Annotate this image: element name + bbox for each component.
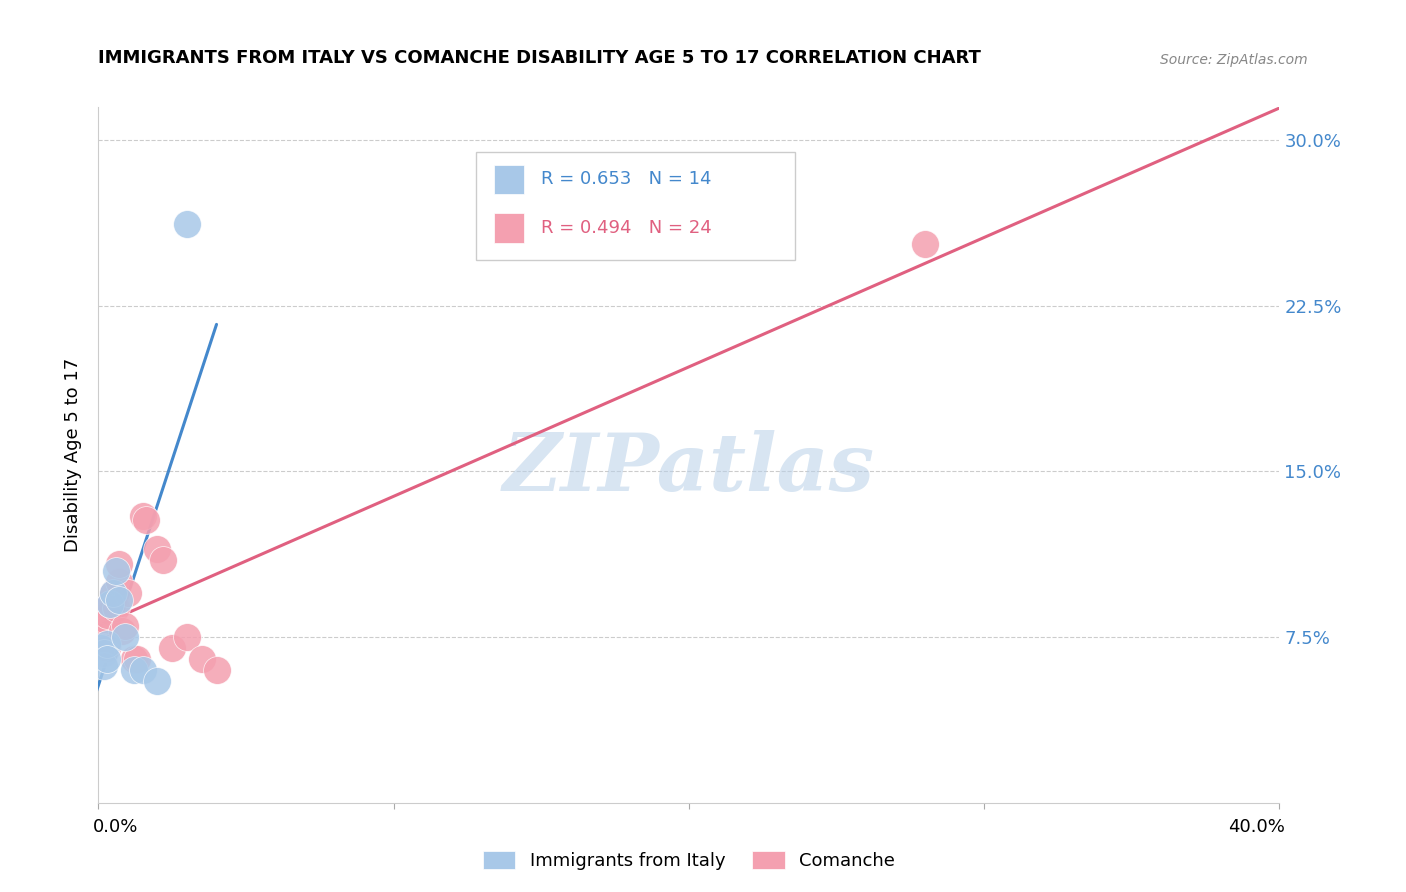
Point: [103, 586, 125, 600]
Point: [152, 553, 174, 567]
Point: [108, 574, 131, 589]
Point: [122, 652, 145, 666]
Point: [96, 641, 118, 656]
Point: [162, 641, 183, 656]
Point: [135, 513, 157, 527]
FancyBboxPatch shape: [494, 165, 523, 194]
Point: [98, 597, 121, 611]
Point: [146, 674, 169, 689]
Text: ZIPatlas: ZIPatlas: [503, 430, 875, 508]
Point: [105, 601, 128, 615]
Point: [96, 637, 118, 651]
Point: [90, 630, 112, 644]
Text: Source: ZipAtlas.com: Source: ZipAtlas.com: [1160, 53, 1308, 67]
Legend: Immigrants from Italy, Comanche: Immigrants from Italy, Comanche: [475, 844, 903, 877]
Point: [132, 508, 155, 523]
Point: [105, 564, 128, 578]
Point: [914, 237, 936, 252]
Point: [90, 641, 112, 656]
Point: [132, 663, 155, 677]
Point: [93, 624, 115, 638]
Point: [93, 646, 115, 660]
FancyBboxPatch shape: [494, 213, 523, 243]
Point: [108, 558, 131, 572]
Text: R = 0.653   N = 14: R = 0.653 N = 14: [541, 170, 711, 188]
Point: [93, 612, 115, 626]
Point: [114, 619, 136, 633]
Text: IMMIGRANTS FROM ITALY VS COMANCHE DISABILITY AGE 5 TO 17 CORRELATION CHART: IMMIGRANTS FROM ITALY VS COMANCHE DISABI…: [98, 49, 981, 67]
Y-axis label: Disability Age 5 to 17: Disability Age 5 to 17: [65, 358, 83, 552]
Point: [125, 652, 148, 666]
Point: [146, 541, 169, 556]
Point: [122, 663, 145, 677]
Point: [93, 658, 115, 673]
Point: [98, 597, 121, 611]
Point: [191, 652, 214, 666]
Point: [108, 592, 131, 607]
Text: R = 0.494   N = 24: R = 0.494 N = 24: [541, 219, 711, 237]
Point: [117, 586, 139, 600]
Point: [96, 608, 118, 623]
Point: [176, 630, 198, 644]
Point: [176, 217, 198, 231]
Point: [205, 663, 228, 677]
Point: [103, 586, 125, 600]
FancyBboxPatch shape: [477, 153, 796, 260]
Point: [111, 624, 134, 638]
Point: [114, 630, 136, 644]
Text: 40.0%: 40.0%: [1229, 818, 1285, 836]
Text: 0.0%: 0.0%: [93, 818, 138, 836]
Point: [96, 652, 118, 666]
